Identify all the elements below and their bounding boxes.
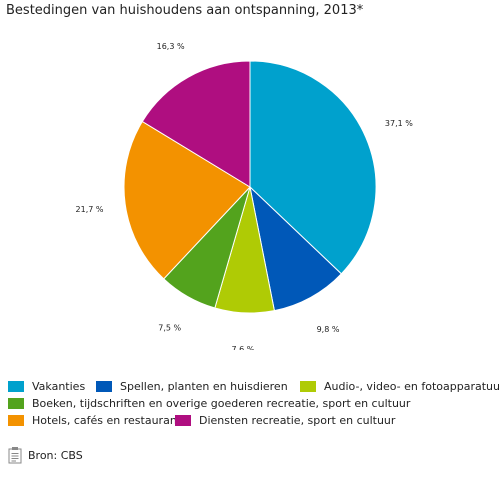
legend-item-boeken: Boeken, tijdschriften en overige goedere…	[8, 397, 410, 410]
legend-label: Spellen, planten en huisdieren	[120, 380, 288, 393]
legend-item-audio: Audio-, video- en fotoapparatuur	[300, 380, 500, 393]
legend-label: Hotels, cafés en restaurants	[32, 414, 187, 427]
chart-title: Bestedingen van huishoudens aan ontspann…	[6, 3, 364, 18]
legend-swatch	[8, 381, 24, 392]
legend-swatch	[96, 381, 112, 392]
slice-value-label: 7,6 %	[231, 345, 254, 350]
source-text: Bron: CBS	[28, 448, 83, 462]
legend-swatch	[8, 415, 24, 426]
legend-label: Vakanties	[32, 380, 86, 393]
pie-slice	[141, 60, 251, 188]
legend-item-spellen: Spellen, planten en huisdieren	[96, 380, 288, 393]
source-note: Bron: CBS	[8, 446, 83, 464]
legend-swatch	[8, 398, 24, 409]
legend-label: Audio-, video- en fotoapparatuur	[324, 380, 500, 393]
legend-label: Boeken, tijdschriften en overige goedere…	[32, 397, 411, 410]
legend-item-hotels: Hotels, cafés en restaurants	[8, 414, 187, 427]
pie-slice	[123, 120, 251, 280]
slice-value-label: 21,7 %	[76, 205, 104, 214]
legend-label: Diensten recreatie, sport en cultuur	[199, 414, 396, 427]
pie-slice	[249, 60, 377, 275]
legend-item-vakanties: Vakanties	[8, 380, 85, 393]
slice-value-label: 7,5 %	[158, 324, 181, 333]
slice-value-label: 9,8 %	[317, 325, 340, 334]
pie-slice	[249, 185, 343, 312]
document-icon	[8, 447, 22, 464]
slice-value-label: 16,3 %	[157, 42, 185, 51]
legend-swatch	[175, 415, 191, 426]
pie-chart: 37,1 % 9,8 % 7,6 % 7,5 % 21,7 % 16,3 %	[76, 42, 414, 350]
legend-item-diensten: Diensten recreatie, sport en cultuur	[175, 414, 395, 427]
slice-value-label: 37,1 %	[385, 119, 413, 128]
legend-swatch	[300, 381, 316, 392]
